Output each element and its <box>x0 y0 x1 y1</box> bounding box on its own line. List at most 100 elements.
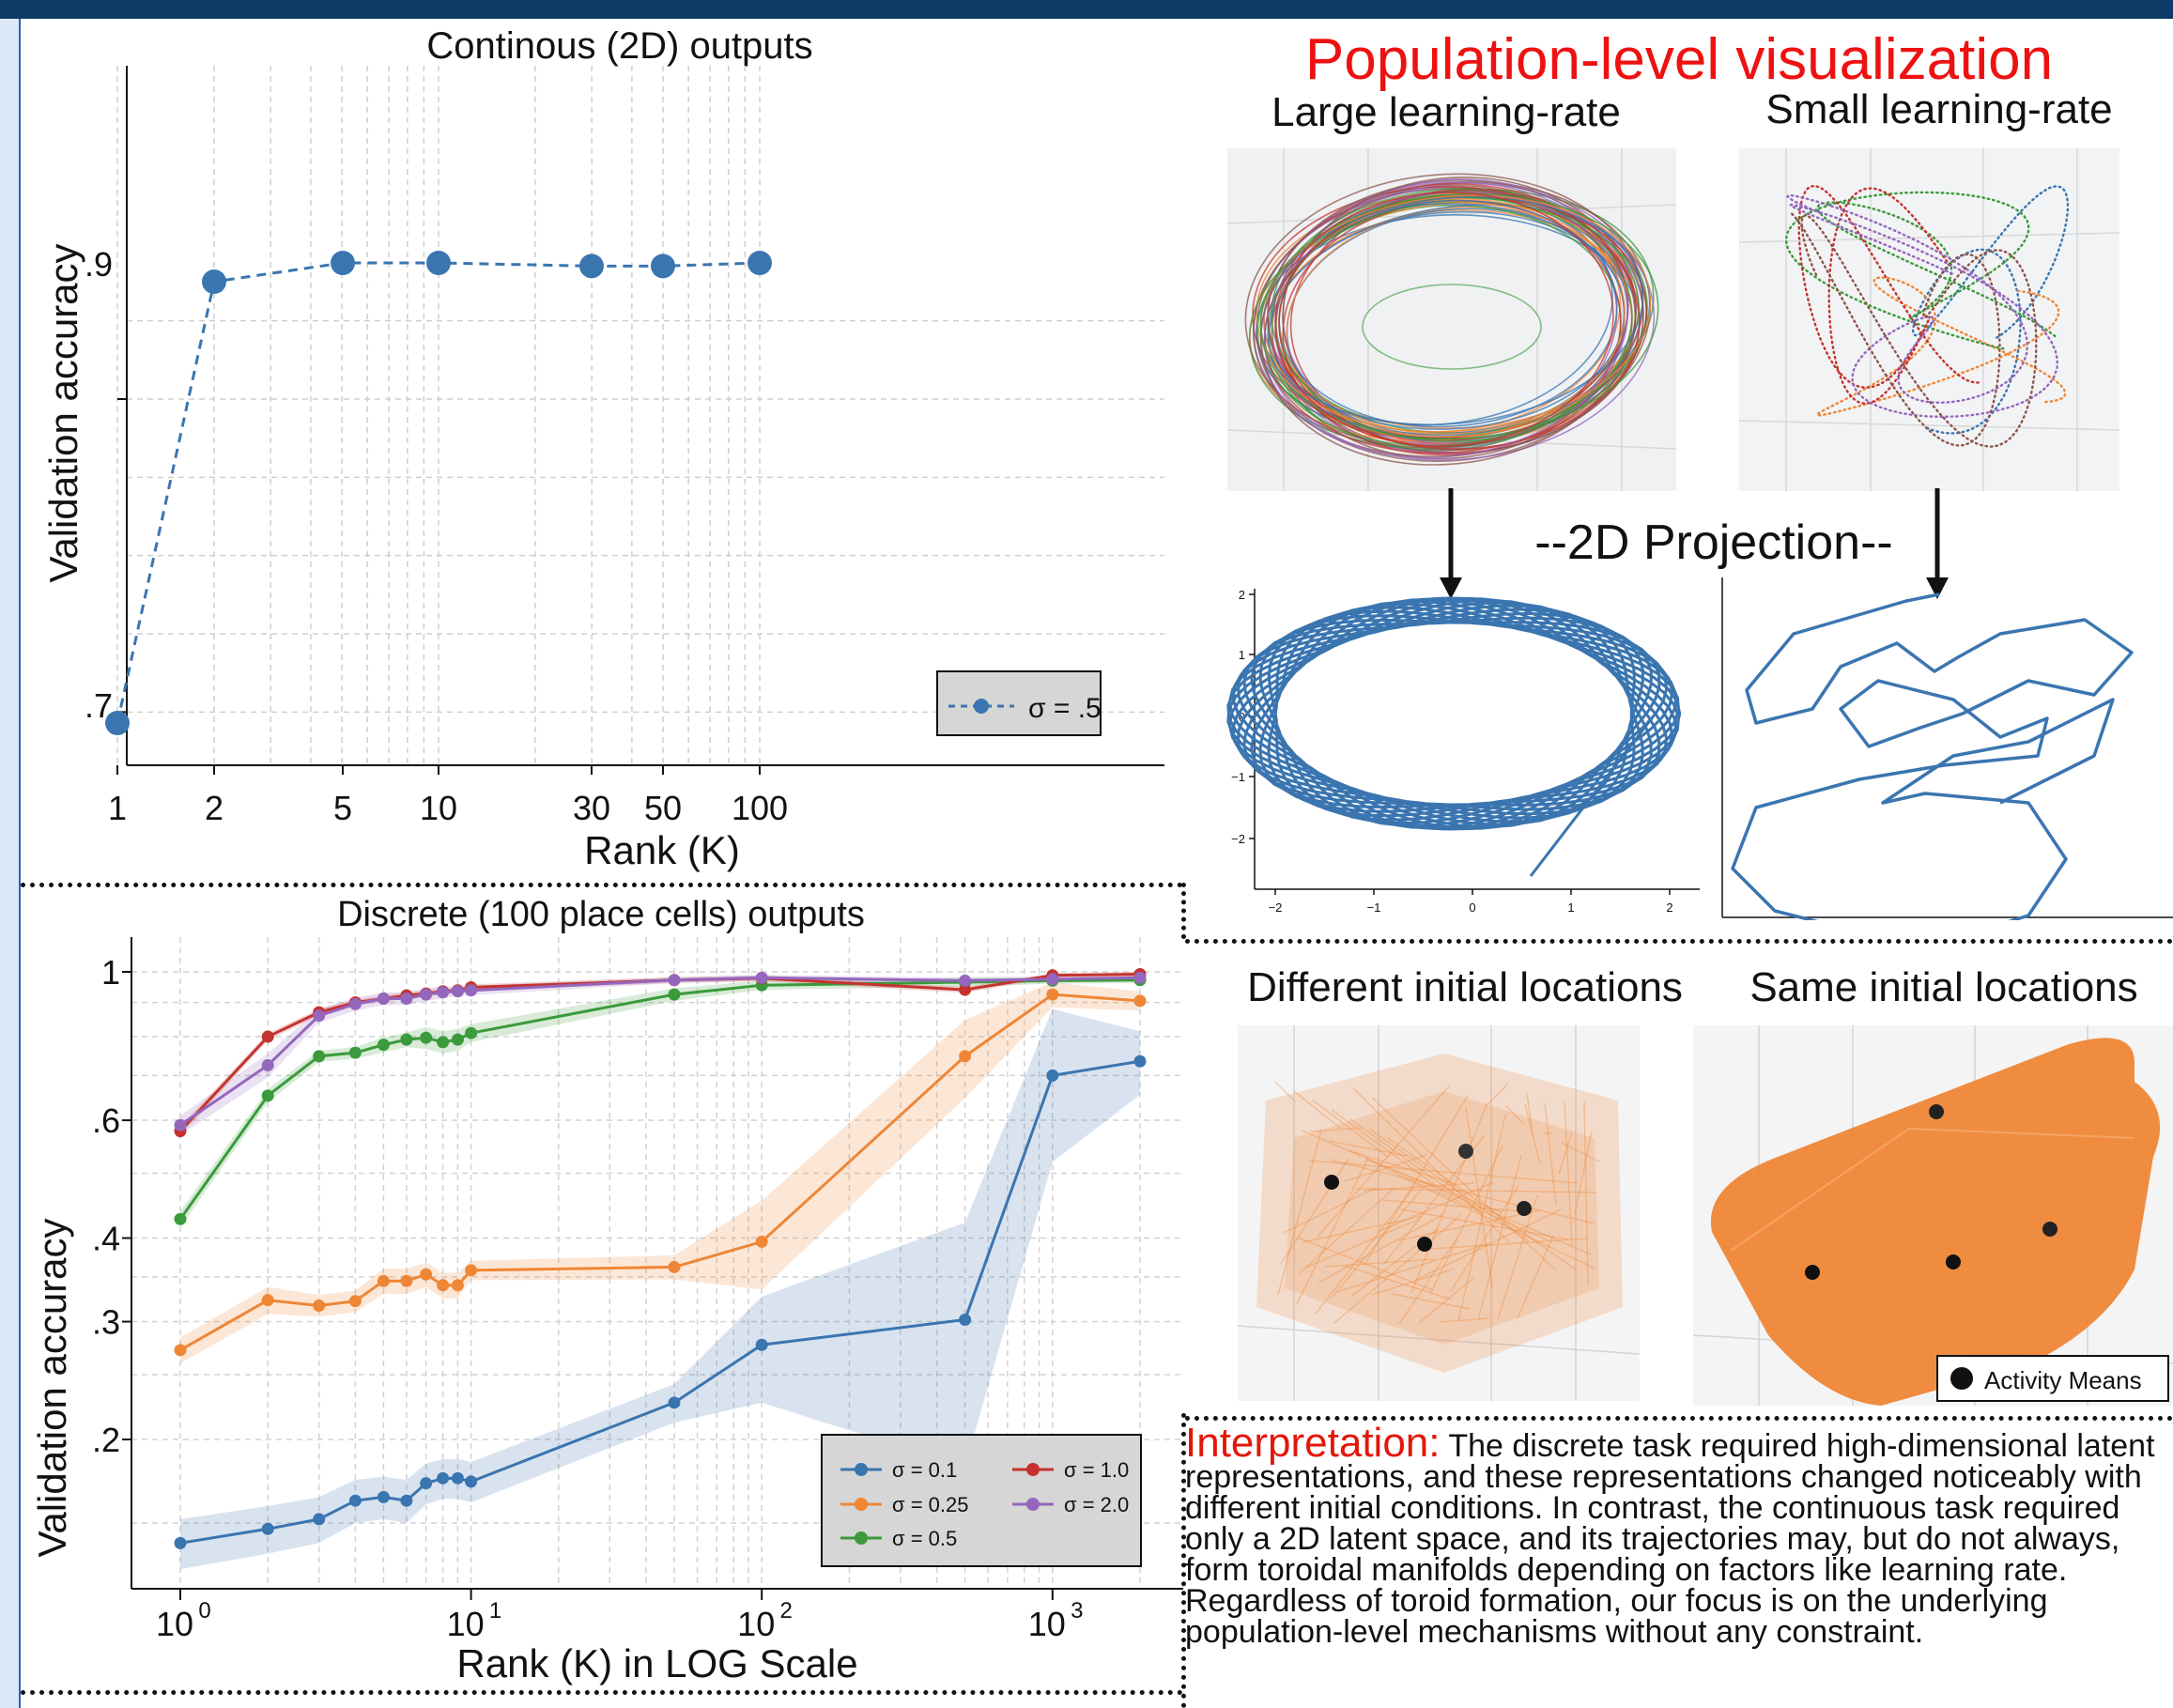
projection-label: --2D Projection-- <box>1534 515 1893 570</box>
x-tick-label: 1 <box>1567 900 1574 915</box>
x-tick-label: 10 <box>420 789 457 827</box>
data-point <box>377 1274 390 1287</box>
data-point <box>755 971 768 984</box>
x-tick-label: 2 <box>1666 900 1672 915</box>
activity-mean-points <box>1805 1104 2057 1280</box>
x-tick-label: 100 <box>732 789 788 827</box>
data-point <box>313 1009 326 1023</box>
large-lr-3d-trajectories <box>1227 148 1676 491</box>
y-tick-label: −1 <box>1231 770 1245 784</box>
x-tick-label: 10 <box>737 1605 775 1643</box>
data-point <box>348 1494 362 1507</box>
data-point <box>426 251 451 275</box>
x-tick-labels: 10 0 10 1 10 2 10 3 <box>156 1598 1084 1643</box>
data-point <box>420 1031 433 1044</box>
legend-label: σ = 0.5 <box>892 1527 957 1550</box>
data-point <box>959 1313 972 1326</box>
x-tick-label: 10 <box>1028 1605 1066 1643</box>
data-point <box>261 1030 274 1043</box>
chart-title: Discrete (100 place cells) outputs <box>337 895 865 934</box>
x-axis-label: Rank (K) <box>584 828 740 872</box>
data-point <box>579 254 604 279</box>
x-tick-label: 10 <box>447 1605 485 1643</box>
data-point <box>348 997 362 1010</box>
data-point <box>451 1471 464 1485</box>
y-axis-label: Validation accuracy <box>30 1218 74 1557</box>
separator-bottom <box>21 1690 1183 1695</box>
series-lines <box>174 967 1147 1549</box>
data-point <box>1046 1069 1059 1082</box>
x-tick-label: 1 <box>108 789 127 827</box>
legend-marker <box>1026 1498 1040 1511</box>
separator-vertical-lower <box>1181 1413 1186 1708</box>
data-point <box>1133 1054 1147 1068</box>
chart-title: Continous (2D) outputs <box>426 25 812 67</box>
separator-vertical-mid <box>1181 883 1186 939</box>
data-point <box>755 1338 768 1351</box>
data-point <box>400 1274 413 1287</box>
legend-box <box>821 1434 1142 1567</box>
data-point <box>437 986 450 999</box>
data-point <box>202 269 226 294</box>
x-tick-label: 10 <box>156 1605 193 1643</box>
confidence-band <box>180 982 1140 1363</box>
legend-marker <box>855 1531 868 1545</box>
data-point <box>377 992 390 1006</box>
interpretation-body: The discrete task required high-dimensio… <box>1185 1428 2155 1650</box>
data-point <box>451 985 464 998</box>
interpretation-heading: Interpretation: <box>1185 1420 1441 1466</box>
data-point <box>400 1494 413 1507</box>
x-tick-labels: 1 2 5 10 30 50 100 <box>108 789 788 827</box>
x-tick-exponent: 3 <box>1071 1598 1083 1623</box>
data-point <box>465 1475 478 1488</box>
x-tick-label: 50 <box>644 789 682 827</box>
data-point <box>451 1279 464 1292</box>
tick-marks <box>122 971 1054 1600</box>
data-point <box>174 1344 187 1357</box>
data-point <box>465 1026 478 1039</box>
data-point <box>348 1046 362 1059</box>
data-point <box>261 1059 274 1072</box>
x-tick-label: 5 <box>333 789 352 827</box>
data-point <box>1133 971 1147 984</box>
y-tick-labels: 1 .6 .4 .3 .2 <box>92 953 120 1459</box>
data-point <box>261 1294 274 1307</box>
y-axis-label: Validation accuracy <box>41 243 85 582</box>
data-point <box>437 1036 450 1049</box>
y-tick-label: −2 <box>1231 832 1245 846</box>
data-point <box>651 254 675 279</box>
grid <box>116 66 1164 765</box>
data-point <box>313 1299 326 1312</box>
data-point <box>174 1212 187 1225</box>
continuous-outputs-chart: Continous (2D) outputs .9 .7 1 2 5 10 30 50 10… <box>41 25 1164 872</box>
separator-right-lower <box>1185 1416 2173 1421</box>
data-point <box>420 988 433 1001</box>
legend: σ = .5 <box>936 670 1102 736</box>
x-tick-exponent: 2 <box>780 1598 793 1623</box>
data-point <box>668 1396 681 1409</box>
data-point <box>668 988 681 1001</box>
interpretation-text: Interpretation: The discrete task requir… <box>1185 1423 2162 1650</box>
data-point <box>400 992 413 1006</box>
data-point <box>755 1235 768 1248</box>
legend: σ = 0.1 σ = 0.25 σ = 0.5 σ = 1.0 σ = 2.0 <box>821 1434 1142 1567</box>
data-point <box>105 711 130 735</box>
data-point <box>420 1268 433 1281</box>
data-point <box>465 1264 478 1277</box>
data-point <box>959 1050 972 1063</box>
data-point <box>174 1118 187 1131</box>
y-tick-label: .4 <box>92 1220 120 1258</box>
legend-box <box>936 670 1102 736</box>
header-bar <box>0 0 2173 19</box>
x-tick-label: −2 <box>1269 900 1283 915</box>
different-init-3d <box>1238 1025 1640 1401</box>
legend-marker <box>855 1498 868 1511</box>
data-point <box>959 974 972 987</box>
legend-label: σ = .5 <box>1028 693 1102 724</box>
x-tick-label: −1 <box>1367 900 1381 915</box>
x-axis-label: Rank (K) in LOG Scale <box>456 1641 857 1685</box>
data-point <box>377 1490 390 1503</box>
data-point <box>668 974 681 987</box>
data-point <box>174 1536 187 1549</box>
x-tick-label: 0 <box>1469 900 1475 915</box>
